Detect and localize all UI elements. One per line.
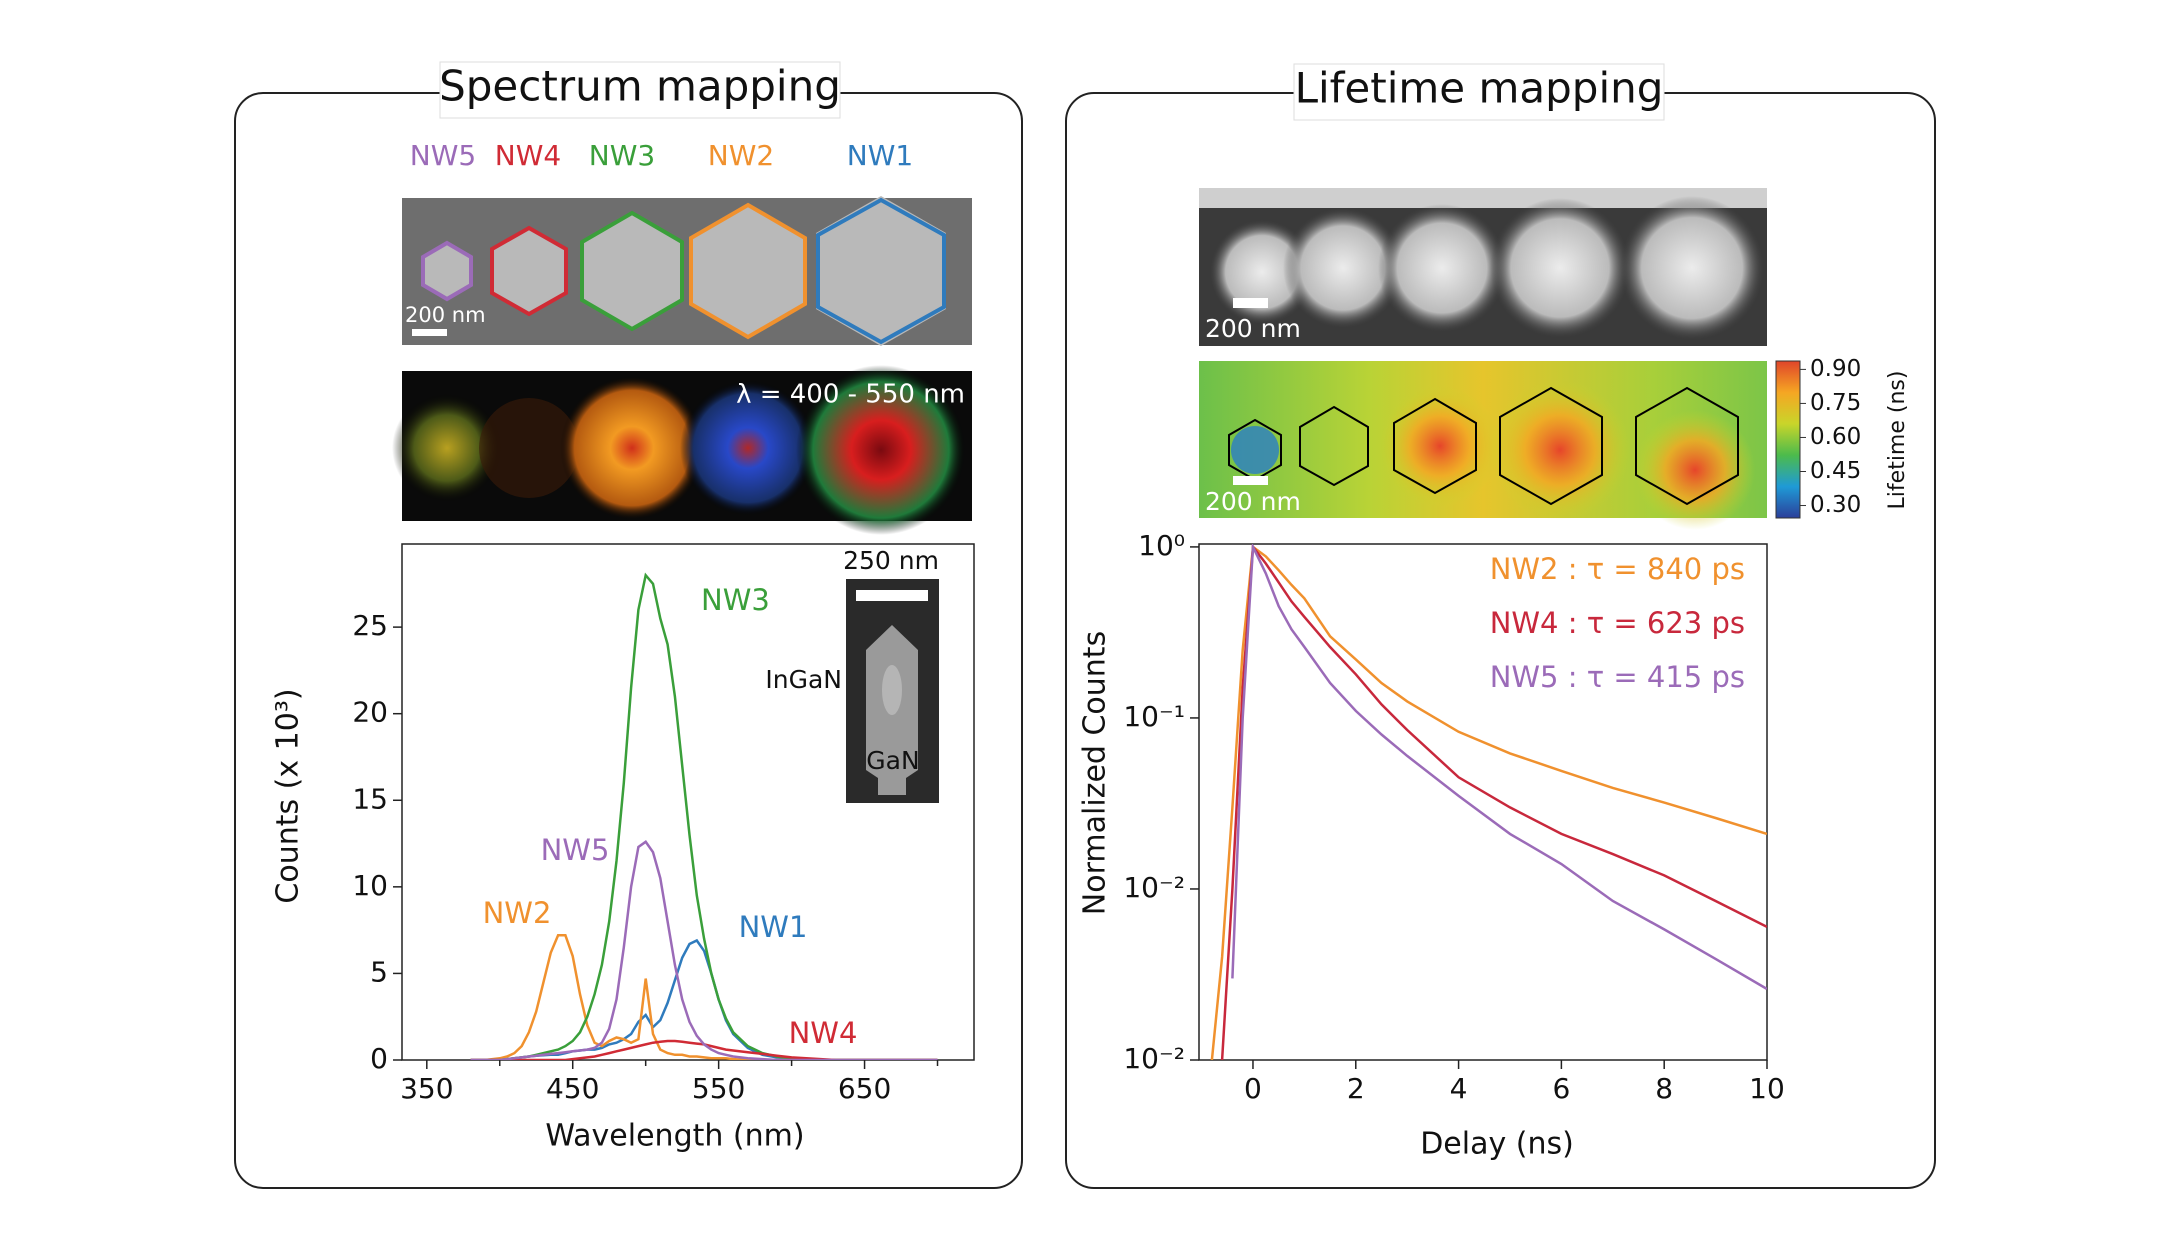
x-tick-label: 4 [1450, 1072, 1468, 1105]
title-box [439, 61, 841, 119]
lifetime-map [1199, 361, 1767, 530]
x-tick-label: 350 [400, 1072, 453, 1105]
y-tick-label: 0 [370, 1042, 388, 1075]
nanowire-label: NW3 [589, 139, 655, 172]
x-axis-label: Wavelength (nm) [545, 1119, 804, 1154]
series-label: NW2 [483, 896, 552, 930]
colorbar-tick-label: 0.30 [1810, 492, 1861, 518]
sem-image [402, 196, 972, 346]
y-tick-label: 10⁰ [1138, 529, 1185, 562]
colorbar-tick-label: 0.45 [1810, 458, 1861, 484]
series-label: NW4 [789, 1016, 858, 1050]
emission-image [392, 365, 972, 535]
nanowire-label: NW4 [495, 139, 561, 172]
inset-image [846, 579, 939, 803]
x-tick-label: 10 [1749, 1072, 1785, 1105]
y-tick-label: 10⁻¹ [1123, 700, 1185, 733]
series-label: NW5 [541, 833, 610, 867]
series-line [470, 938, 938, 1060]
y-axis-label: Normalized Counts [1078, 631, 1113, 915]
y-tick-label: 5 [370, 955, 388, 988]
y-tick-label: 25 [352, 609, 388, 642]
series-label: NW4 : τ = 623 ps [1490, 606, 1745, 640]
nanowire-label: NW2 [708, 139, 774, 172]
title-box [1293, 63, 1665, 121]
scale-bar-label: 200 nm [1205, 487, 1301, 516]
nanowire-label: NW1 [847, 139, 913, 172]
x-tick-label: 6 [1552, 1072, 1570, 1105]
x-tick-label: 2 [1347, 1072, 1365, 1105]
series-line [470, 934, 938, 1060]
inset-label: GaN [866, 746, 919, 775]
series-label: NW3 [701, 583, 770, 617]
inset-label: InGaN [765, 665, 842, 694]
scale-bar-label: 200 nm [1205, 314, 1301, 343]
plot-frame [1198, 543, 1768, 1061]
series-label: NW2 : τ = 840 ps [1490, 552, 1745, 586]
x-tick-label: 450 [546, 1072, 599, 1105]
x-tick-label: 0 [1244, 1072, 1262, 1105]
colorbar-tick-label: 0.60 [1810, 424, 1861, 450]
panel-title: Spectrum mapping [439, 62, 841, 111]
y-tick-label: 15 [352, 782, 388, 815]
sem-image [1199, 188, 1767, 346]
x-tick-label: 650 [838, 1072, 891, 1105]
wavelength-range: λ = 400 - 550 nm [736, 380, 965, 410]
y-tick-label: 10 [352, 869, 388, 902]
x-tick-label: 550 [692, 1072, 745, 1105]
panel-title: Lifetime mapping [1295, 64, 1664, 113]
colorbar-label: Lifetime (ns) [1885, 371, 1910, 510]
y-tick-label: 20 [352, 696, 388, 729]
x-tick-label: 8 [1655, 1072, 1673, 1105]
series-label: NW1 [739, 910, 808, 944]
series-line [1210, 544, 1767, 1060]
y-axis-label: Counts (x 10³) [271, 688, 306, 903]
y-tick-label: 10⁻² [1123, 871, 1185, 904]
series-line [470, 840, 938, 1060]
plot-frame [401, 543, 975, 1061]
colorbar-tick-label: 0.90 [1810, 356, 1861, 382]
series-line [1231, 544, 1767, 991]
y-tick-label: 10⁻² [1123, 1042, 1185, 1075]
nanowire-label: NW5 [410, 139, 476, 172]
colorbar [1775, 360, 1801, 519]
inset-scale-bar-label: 250 nm [843, 546, 939, 575]
series-line [470, 572, 938, 1060]
x-axis-label: Delay (ns) [1420, 1127, 1574, 1162]
scale-bar-label: 200 nm [405, 303, 486, 327]
colorbar-tick-label: 0.75 [1810, 390, 1861, 416]
series-label: NW5 : τ = 415 ps [1490, 660, 1745, 694]
